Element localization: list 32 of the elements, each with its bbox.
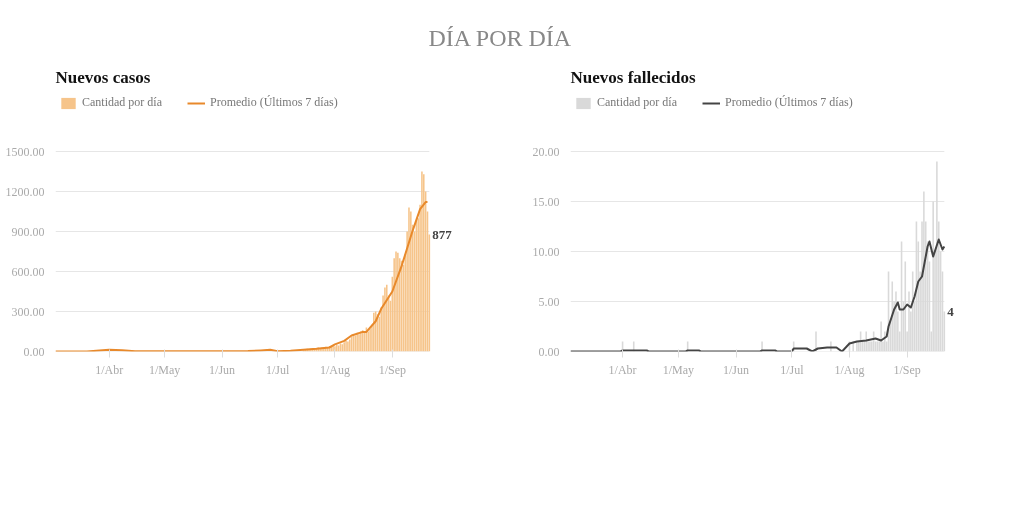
- y-tick-label: 0.00: [23, 344, 45, 359]
- chart-title: Nuevos casos: [55, 67, 151, 87]
- x-tick-label: 1/May: [149, 362, 181, 377]
- x-tick-label: 1/Aug: [319, 362, 350, 377]
- y-tick-label: 1200.00: [5, 184, 45, 199]
- x-tick-label: 1/Abr: [608, 362, 637, 377]
- text: DÍA POR DÍA: [428, 25, 572, 51]
- x-tick-label: 1/Sep: [378, 362, 406, 377]
- y-tick-label: 600.00: [11, 264, 45, 279]
- y-tick-label: 15.00: [532, 194, 560, 209]
- x-tick-label: 1/May: [662, 362, 695, 377]
- x-tick-label: 1/Sep: [893, 362, 921, 377]
- annotation: 877: [432, 226, 453, 242]
- y-tick-label: 10.00: [532, 244, 560, 259]
- x-tick-label: 1/Jul: [265, 362, 290, 377]
- y-tick-label: 900.00: [11, 224, 45, 239]
- legend-label: Cantidad por día: [597, 95, 677, 110]
- y-tick-label: 300.00: [11, 304, 45, 319]
- chart-title: Nuevos fallecidos: [570, 67, 697, 87]
- legend-label: Promedio (Últimos 7 días): [209, 95, 338, 110]
- y-tick-label: 1500.00: [5, 144, 45, 159]
- x-tick-label: 1/Jun: [209, 362, 236, 377]
- y-tick-label: 20.00: [532, 144, 560, 159]
- legend-label: Cantidad por día: [82, 95, 162, 110]
- y-tick-label: 0.00: [538, 344, 560, 359]
- x-tick-label: 1/Aug: [834, 362, 865, 377]
- legend-label: Promedio (Últimos 7 días): [724, 95, 853, 110]
- annotation: 4: [947, 303, 955, 319]
- x-tick-label: 1/Abr: [95, 362, 124, 377]
- x-tick-label: 1/Jun: [723, 362, 750, 377]
- y-tick-label: 5.00: [538, 294, 560, 309]
- x-tick-label: 1/Jul: [780, 362, 805, 377]
